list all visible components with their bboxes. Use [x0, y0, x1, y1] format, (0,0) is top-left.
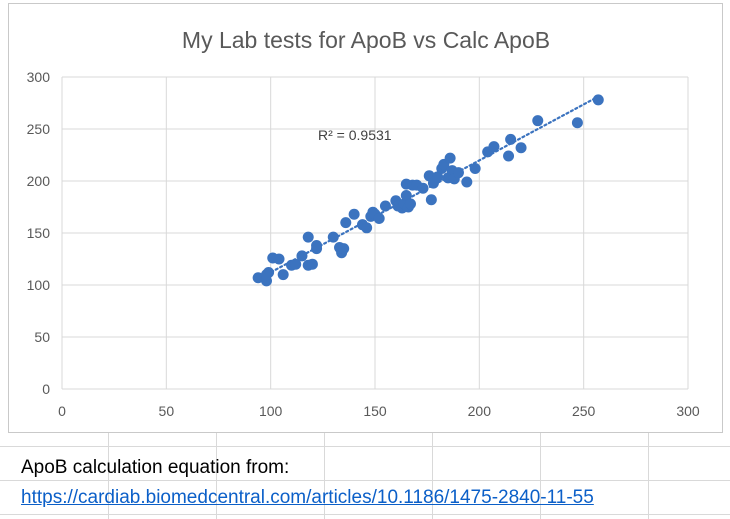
x-tick-label: 100 [259, 403, 283, 419]
data-point [277, 269, 289, 281]
r-squared-annotation: R² = 0.9531 [318, 127, 392, 143]
data-point [515, 142, 527, 154]
y-tick-label: 300 [27, 69, 51, 85]
data-point [592, 94, 604, 106]
data-point [327, 231, 339, 243]
axis-tick-labels: 0 50 100 150 200 250 300 0 50 100 150 200 250 300 [27, 69, 700, 419]
data-point [400, 190, 412, 202]
data-point [260, 269, 272, 281]
chart-title: My Lab tests for ApoB vs Calc ApoB [182, 27, 550, 53]
data-point [571, 117, 583, 129]
x-tick-label: 300 [676, 403, 700, 419]
data-point [469, 163, 481, 175]
data-point [311, 239, 323, 251]
data-point [404, 198, 416, 210]
data-point [444, 152, 456, 164]
data-point [252, 272, 264, 284]
data-point [425, 194, 437, 206]
data-point [296, 250, 308, 262]
scatter-chart: My Lab tests for ApoB vs Calc ApoB 0 50 10… [27, 27, 700, 419]
data-point [461, 176, 473, 188]
source-label: ApoB calculation equation from: [21, 457, 290, 478]
source-link[interactable]: https://cardiab.biomedcentral.com/articl… [21, 487, 594, 508]
data-point [432, 171, 444, 183]
data-point [290, 258, 302, 270]
data-point [361, 222, 373, 234]
data-point [505, 133, 517, 145]
x-tick-label: 0 [58, 403, 66, 419]
data-point [338, 243, 350, 255]
x-tick-label: 200 [468, 403, 492, 419]
y-tick-label: 200 [27, 173, 51, 189]
data-point [273, 253, 285, 265]
data-point [532, 115, 544, 127]
y-tick-label: 50 [34, 329, 50, 345]
chart-container[interactable]: My Lab tests for ApoB vs Calc ApoB 0 50 10… [8, 3, 723, 433]
x-tick-label: 150 [363, 403, 387, 419]
y-tick-label: 150 [27, 225, 51, 241]
data-point [503, 150, 515, 162]
x-tick-label: 250 [572, 403, 596, 419]
y-tick-label: 100 [27, 277, 51, 293]
data-point [379, 200, 391, 212]
data-point [488, 141, 500, 153]
data-point [373, 212, 385, 224]
data-point [417, 182, 429, 194]
data-point [302, 231, 314, 243]
y-tick-label: 250 [27, 121, 51, 137]
x-tick-label: 50 [159, 403, 175, 419]
data-point [348, 208, 360, 220]
data-point [452, 167, 464, 179]
y-tick-label: 0 [42, 381, 50, 397]
data-points [252, 94, 604, 287]
plot-gridlines [61, 76, 689, 390]
data-point [340, 217, 352, 229]
data-point [306, 258, 318, 270]
